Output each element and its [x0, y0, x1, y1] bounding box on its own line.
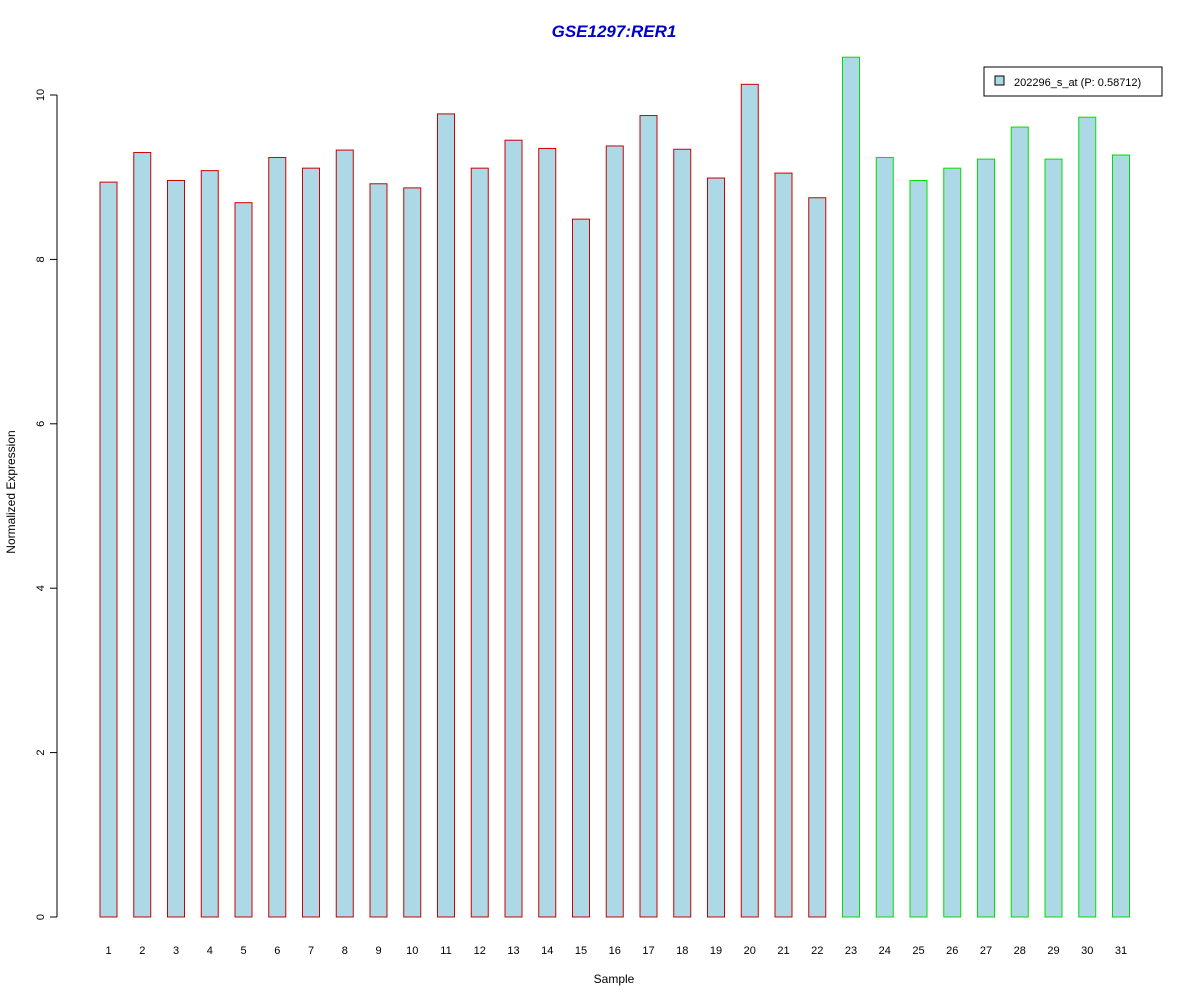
bar-sample-26 — [943, 167, 962, 918]
bar-sample-28 — [1010, 126, 1029, 918]
bar-sample-31 — [1112, 154, 1130, 918]
x-tick-labels: 1 2 3 4 5 6 7 8 9 10 11 12 13 14 15 16 17 18 19 20 21 22 23 24 2… — [105, 945, 1127, 957]
bar-sample-3 — [167, 179, 185, 918]
bar-sample-20 — [740, 83, 759, 918]
bar-sample-7 — [302, 167, 320, 918]
x-tick-label: 23 — [845, 945, 857, 957]
legend-entry: 202296_s_at (P: 0.58712) — [1014, 77, 1141, 89]
x-axis-label: Sample — [594, 972, 635, 986]
x-tick-label: 1 — [105, 945, 111, 957]
x-tick-label: 30 — [1081, 945, 1093, 957]
bar-sample-30 — [1078, 116, 1097, 918]
bar-sample-14 — [538, 147, 557, 918]
x-tick-label: 29 — [1047, 945, 1059, 957]
x-tick-label: 17 — [642, 945, 654, 957]
bar-sample-5 — [234, 202, 253, 918]
x-tick-label: 14 — [541, 945, 553, 957]
y-axis-label: Normalized Expression — [4, 430, 18, 553]
bar-sample-19 — [707, 177, 725, 918]
x-tick-label: 3 — [173, 945, 179, 957]
bar-sample-16 — [605, 145, 624, 918]
bar-sample-6 — [268, 156, 287, 918]
bar-sample-21 — [774, 172, 793, 918]
legend-box — [983, 66, 1163, 97]
bar-sample-1 — [99, 181, 118, 918]
bar-sample-27 — [977, 158, 995, 918]
bar-sample-8 — [335, 149, 354, 918]
y-tick-label: 6 — [35, 421, 47, 427]
bar-sample-22 — [808, 197, 827, 918]
x-tick-label: 13 — [507, 945, 519, 957]
bar-sample-4 — [200, 170, 219, 918]
x-tick-label: 9 — [375, 945, 381, 957]
x-tick-label: 4 — [207, 945, 213, 957]
bar-sample-23 — [842, 56, 860, 918]
x-tick-label: 11 — [440, 945, 451, 957]
x-tick-label: 18 — [676, 945, 688, 957]
bar-sample-29 — [1044, 158, 1063, 918]
x-tick-label: 16 — [609, 945, 621, 957]
x-tick-label: 28 — [1014, 945, 1026, 957]
y-tick-label: 8 — [35, 256, 47, 262]
x-tick-label: 5 — [240, 945, 246, 957]
bar-sample-15 — [572, 218, 590, 918]
bar-sample-11 — [437, 113, 455, 918]
x-tick-label: 22 — [811, 945, 823, 957]
x-tick-label: 2 — [139, 945, 145, 957]
x-tick-label: 20 — [744, 945, 756, 957]
bar-sample-13 — [504, 139, 523, 918]
y-tick-label: 4 — [35, 585, 47, 591]
x-tick-label: 21 — [777, 945, 789, 957]
bar-sample-2 — [133, 152, 152, 918]
bar-sample-10 — [403, 187, 422, 918]
x-tick-label: 26 — [946, 945, 958, 957]
bars — [99, 56, 1130, 918]
x-tick-label: 6 — [274, 945, 280, 957]
y-tick-label: 0 — [35, 914, 47, 920]
y-tick-label: 2 — [35, 750, 47, 756]
x-tick-label: 31 — [1115, 945, 1127, 957]
bar-sample-9 — [369, 183, 388, 918]
bar-sample-17 — [639, 115, 658, 918]
y-tick-label: 10 — [35, 89, 47, 101]
x-tick-label: 19 — [710, 945, 722, 957]
bar-sample-12 — [470, 167, 489, 918]
chart-title: GSE1297:RER1 — [552, 22, 677, 41]
legend: 202296_s_at (P: 0.58712) — [983, 66, 1163, 97]
legend-swatch — [994, 75, 1005, 86]
x-tick-label: 24 — [879, 945, 891, 957]
x-tick-label: 27 — [980, 945, 992, 957]
x-tick-label: 7 — [308, 945, 314, 957]
bar-sample-25 — [909, 179, 928, 918]
bar-sample-18 — [673, 148, 692, 918]
x-tick-label: 10 — [406, 945, 418, 957]
x-tick-label: 15 — [575, 945, 587, 957]
x-tick-label: 8 — [342, 945, 348, 957]
y-axis: 0 2 4 6 8 10 — [35, 89, 58, 920]
x-tick-label: 12 — [474, 945, 486, 957]
x-tick-label: 25 — [912, 945, 924, 957]
bar-sample-24 — [875, 156, 894, 918]
